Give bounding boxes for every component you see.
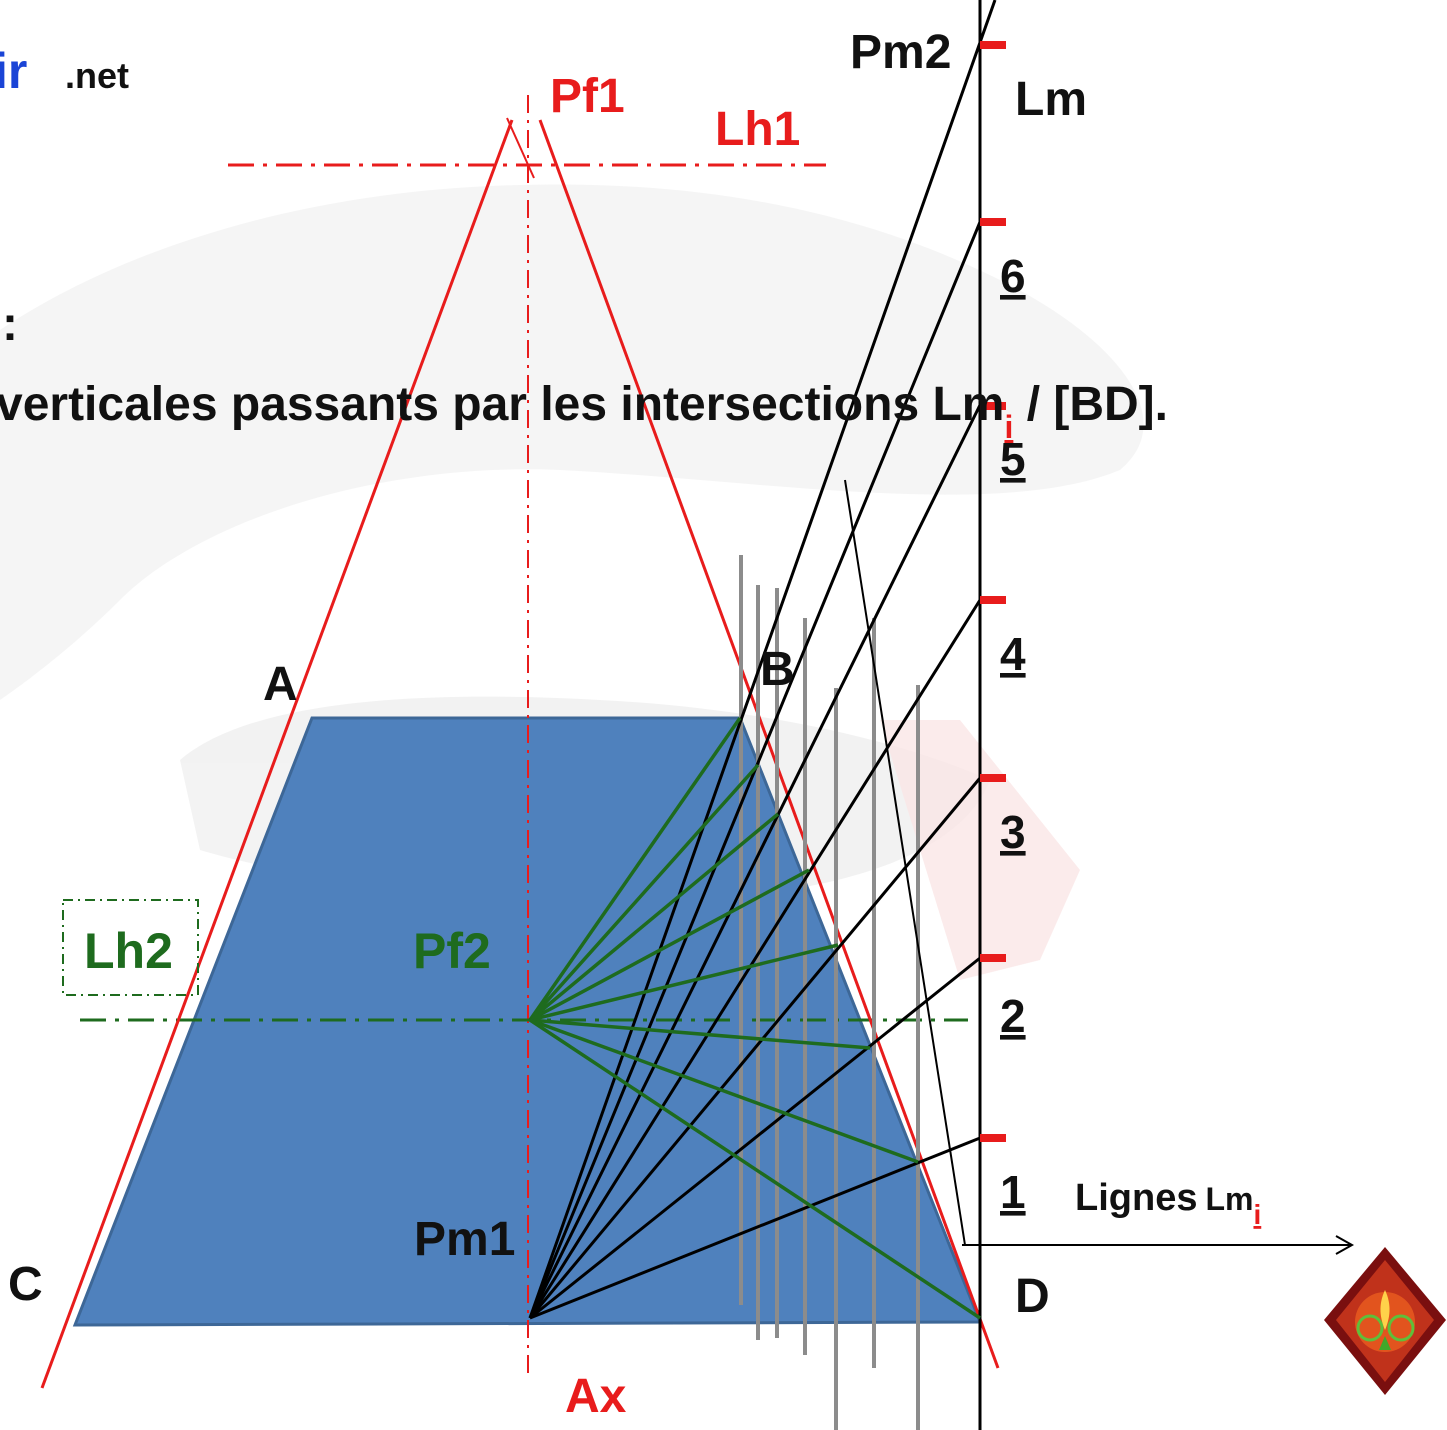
label-pm1: Pm1: [414, 1213, 515, 1266]
label-lh1: Lh1: [715, 103, 800, 156]
scale-mark-5: 5: [1000, 433, 1026, 485]
label-b: B: [760, 643, 795, 696]
scale-mark-2: 2: [1000, 990, 1026, 1042]
label-pf2: Pf2: [413, 923, 491, 979]
site-name-tld: .net: [65, 55, 129, 96]
label-d: D: [1015, 1270, 1050, 1323]
instruction-text: verticales passants par les intersection…: [0, 378, 1168, 445]
pf2-green-lines: [528, 717, 981, 1320]
lignes-prefix: Lignes: [1075, 1177, 1197, 1219]
pf1-crossmark: [506, 117, 535, 179]
instruction-main: verticales passants par les intersection…: [0, 378, 1004, 431]
diagonal-guide-line: [844, 479, 966, 1246]
gray-verticals: [739, 555, 920, 1430]
label-ax: Ax: [565, 1370, 627, 1423]
lh2-label-box: [62, 899, 199, 996]
label-lm: Lm: [1015, 73, 1087, 126]
scale-mark-1: 1: [1000, 1166, 1026, 1218]
label-c: C: [8, 1258, 43, 1311]
instruction-subscript: i: [1004, 409, 1013, 445]
scale-ticks: [980, 41, 1006, 1142]
lignes-lm: Lm: [1205, 1181, 1253, 1217]
site-name-suffix: ir: [0, 43, 27, 99]
label-pm2: Pm2: [850, 26, 951, 79]
label-pf1: Pf1: [550, 70, 625, 123]
label-lh2: Lh2: [84, 923, 173, 979]
lignes-subscript: i: [1253, 1199, 1261, 1230]
scale-mark-3: 3: [1000, 806, 1026, 858]
diamond-emblem-icon: [1324, 1247, 1446, 1395]
label-lignes-lmi: Lignes Lmi: [1075, 1177, 1261, 1230]
scale-mark-4: 4: [1000, 628, 1026, 680]
vanishing-line-left: [40, 119, 514, 1389]
instruction-colon: :: [2, 298, 18, 351]
scale-mark-6: 6: [1000, 250, 1026, 302]
label-a: A: [263, 658, 298, 711]
instruction-end: / [BD].: [1013, 378, 1168, 431]
arrow-head-icon: [1335, 1235, 1355, 1255]
